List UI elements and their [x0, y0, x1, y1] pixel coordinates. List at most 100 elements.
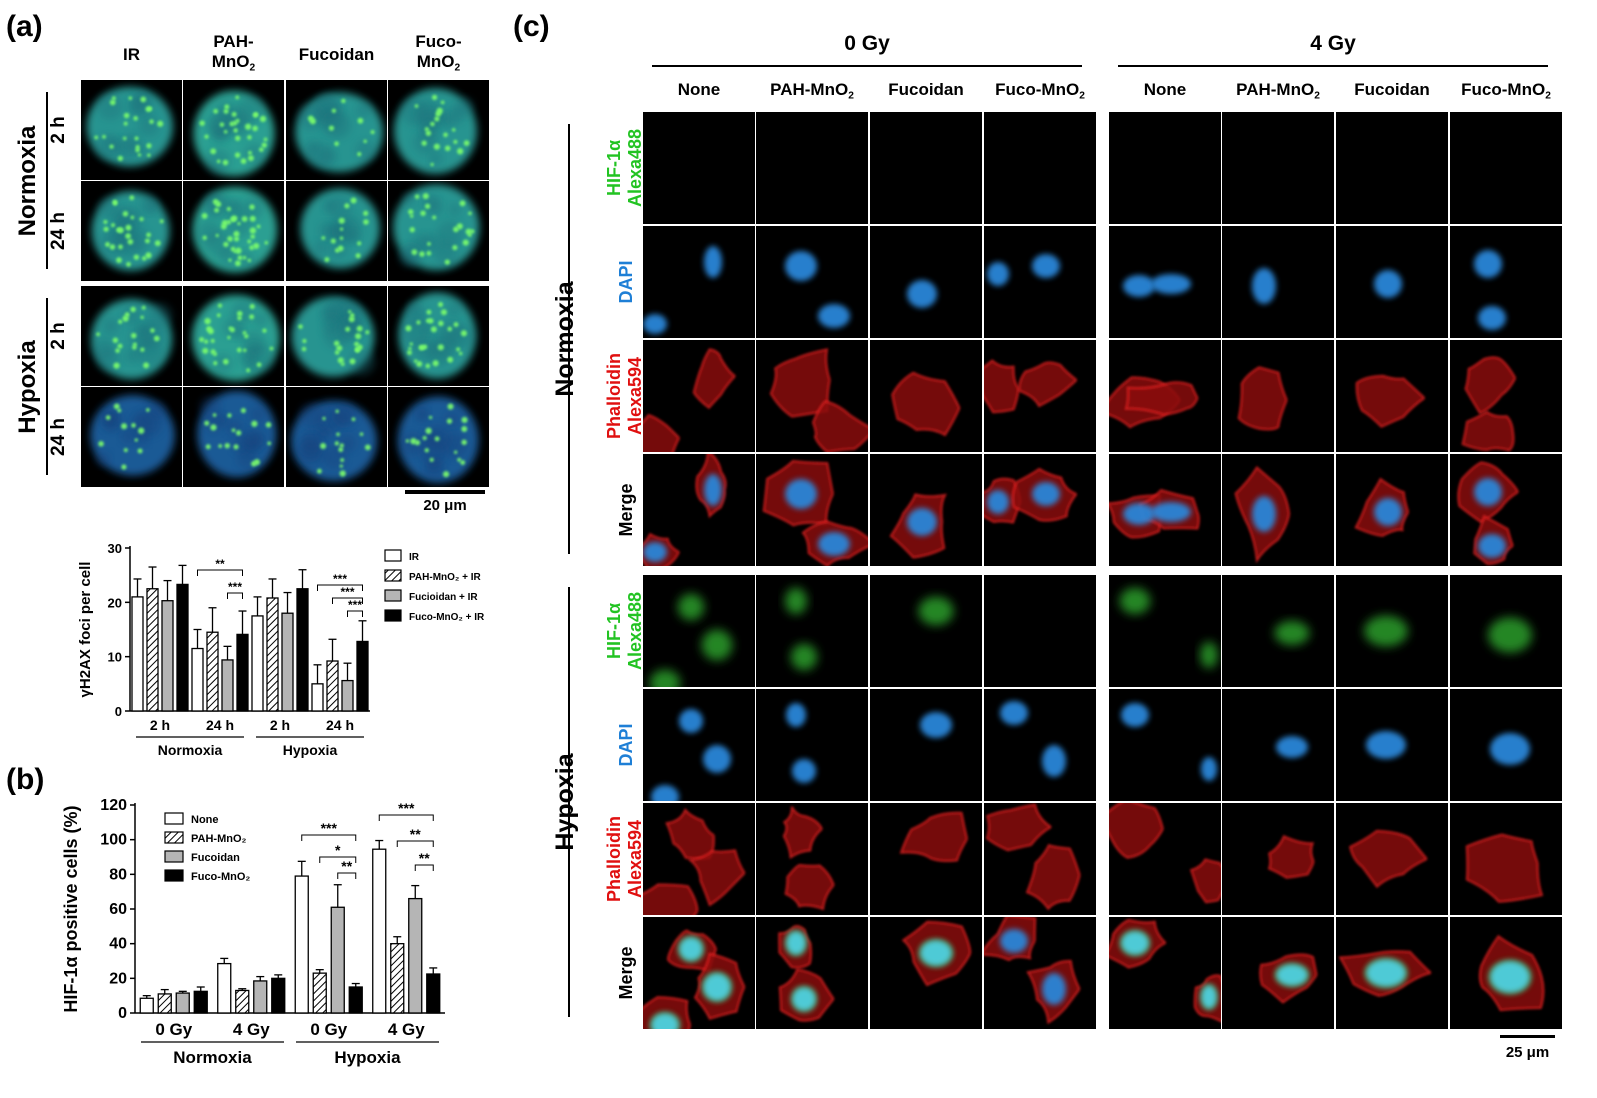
panel-a-column-header-3: Fuco- MnO2	[382, 32, 495, 79]
panel-c-micrograph	[756, 689, 868, 801]
panel-c-stain-label: Merge	[604, 454, 648, 566]
treatment-header-text: None	[677, 80, 721, 99]
chart-a-x-tick-label: 24 h	[326, 717, 354, 733]
panel-c-micrograph	[870, 340, 982, 452]
column-header-subscript: 2	[454, 62, 461, 74]
panel-a-group-label-0: Normoxia	[14, 125, 41, 236]
panel-c-letter: (c)	[513, 10, 550, 43]
chart-a-bar	[236, 633, 249, 712]
stain-label-line1: HIF-1α	[604, 139, 624, 197]
column-header-text: PAH-	[213, 32, 254, 51]
chart-a-bar	[221, 659, 234, 712]
panel-c-treatment-header: Fucoidan	[1328, 80, 1456, 100]
panel-a-foci-image	[183, 80, 284, 180]
chart-b-bar	[271, 977, 286, 1014]
panel-c-micrograph	[1109, 803, 1221, 915]
stain-label-line2: Alexa488	[625, 591, 645, 671]
panel-c-micrograph	[984, 575, 1096, 687]
chart-a-bar	[356, 640, 369, 712]
chart-a-significance-label: ***	[333, 572, 347, 586]
chart-a-significance-bracket	[197, 569, 243, 576]
treatment-header-subscript: 2	[1314, 90, 1320, 102]
chart-b-significance-bracket	[396, 840, 434, 847]
treatment-header-text: None	[1143, 80, 1187, 99]
panel-a-scalebar	[405, 490, 485, 494]
panel-c-micrograph	[984, 454, 1096, 566]
panel-c-micrograph	[870, 454, 982, 566]
chart-a-significance-label: ***	[340, 585, 354, 599]
chart-a-y-tick-label: 10	[108, 650, 122, 665]
panel-c-micrograph	[1109, 112, 1221, 224]
chart-b-y-tick-label: 120	[100, 797, 127, 814]
chart-b-x-tick-label: 0 Gy	[310, 1020, 347, 1039]
panel-c-micrograph	[643, 454, 755, 566]
chart-a-bar	[296, 588, 309, 712]
panel-c-micrograph	[984, 112, 1096, 224]
treatment-header-subscript: 2	[1545, 90, 1551, 102]
panel-a-group-label-1: Hypoxia	[14, 339, 41, 434]
column-header-line2: MnO	[211, 52, 250, 71]
panel-c-micrograph	[1450, 454, 1562, 566]
chart-a-x-tick-label: 24 h	[206, 717, 234, 733]
panel-a-group-bracket-1	[46, 298, 48, 475]
panel-c-micrograph	[1222, 575, 1334, 687]
chart-b-bar	[139, 997, 154, 1014]
panel-a-foci-image	[81, 181, 182, 281]
panel-c-micrograph	[643, 803, 755, 915]
chart-b-y-tick-label: 60	[109, 901, 127, 918]
chart-b-x-tick-label: 4 Gy	[388, 1020, 425, 1039]
panel-c-condition-label: Normoxia	[551, 281, 579, 397]
panel-a-foci-image	[286, 181, 387, 281]
chart-a-x-tick-label: 2 h	[150, 717, 170, 733]
stain-label-line1: DAPI	[616, 723, 636, 767]
chart-b-legend-swatch	[164, 850, 184, 863]
panel-a-time-label: 24 h	[48, 417, 69, 457]
chart-b-significance-bracket	[337, 872, 357, 879]
panel-a-foci-image	[388, 181, 489, 281]
chart-a-legend-label: PAH-MnO₂ + IR	[409, 572, 482, 583]
panel-c-micrograph	[1222, 454, 1334, 566]
chart-b-bar	[175, 992, 190, 1014]
chart-a-bar	[131, 596, 144, 712]
panel-c-micrograph	[984, 340, 1096, 452]
chart-a-bar	[341, 679, 354, 712]
chart-b-condition-label: Normoxia	[173, 1048, 252, 1067]
stain-label-line2: Alexa594	[625, 819, 645, 899]
panel-c-treatment-header: PAH-MnO2	[1214, 80, 1342, 107]
panel-c-stain-label: Phalloidin Alexa594	[604, 803, 648, 915]
panel-c-treatment-header: None	[635, 80, 763, 100]
panel-a-time-label: 2 h	[48, 322, 69, 350]
chart-a-y-tick-label: 0	[115, 704, 122, 719]
panel-c-treatment-header: Fuco-MnO2	[976, 80, 1104, 107]
chart-b-bar	[330, 906, 345, 1014]
chart-b-bar	[294, 875, 309, 1014]
stain-label-line1: Phalloidin	[604, 816, 624, 903]
stain-label-line2: Alexa488	[625, 128, 645, 208]
chart-b-legend-swatch	[164, 831, 184, 844]
panel-c-micrograph	[756, 454, 868, 566]
panel-c-micrograph	[1109, 454, 1221, 566]
chart-a-legend-swatch	[384, 589, 402, 602]
chart-b-bar	[217, 962, 232, 1014]
chart-b-significance-label: **	[341, 858, 352, 874]
panel-a-time-label: 2 h	[48, 116, 69, 144]
treatment-header-text: Fucoidan	[888, 80, 964, 99]
treatment-header-text: Fuco-MnO	[1461, 80, 1546, 99]
chart-a-condition-label: Normoxia	[158, 742, 223, 758]
panel-c-micrograph	[643, 689, 755, 801]
panel-c-micrograph	[870, 575, 982, 687]
panel-c-micrograph	[984, 803, 1096, 915]
panel-c-treatment-header: Fucoidan	[862, 80, 990, 100]
panel-a-foci-bar-chart: 0 10 20 30 γH2AX foci per cell 2 h 24 h 2 h 24 h…	[77, 541, 485, 758]
panel-c-condition-bracket	[568, 124, 570, 554]
panel-c-micrograph	[1450, 917, 1562, 1029]
panel-c-dose-header: 0 Gy	[844, 32, 890, 55]
chart-b-legend-label: Fuco-MnO₂	[191, 871, 250, 883]
panel-b-hif-bar-chart: 0 20 40 60 80 100 120 HIF-1α positive cells (%)…	[61, 797, 445, 1067]
chart-a-significance-bracket	[227, 592, 243, 599]
panel-c-stain-label: HIF-1α Alexa488	[604, 575, 648, 687]
chart-a-bar	[311, 683, 324, 712]
chart-b-y-axis-label: HIF-1α positive cells (%)	[61, 805, 81, 1012]
column-header-text: Fuco-	[415, 32, 462, 51]
chart-a-bar	[281, 612, 294, 712]
